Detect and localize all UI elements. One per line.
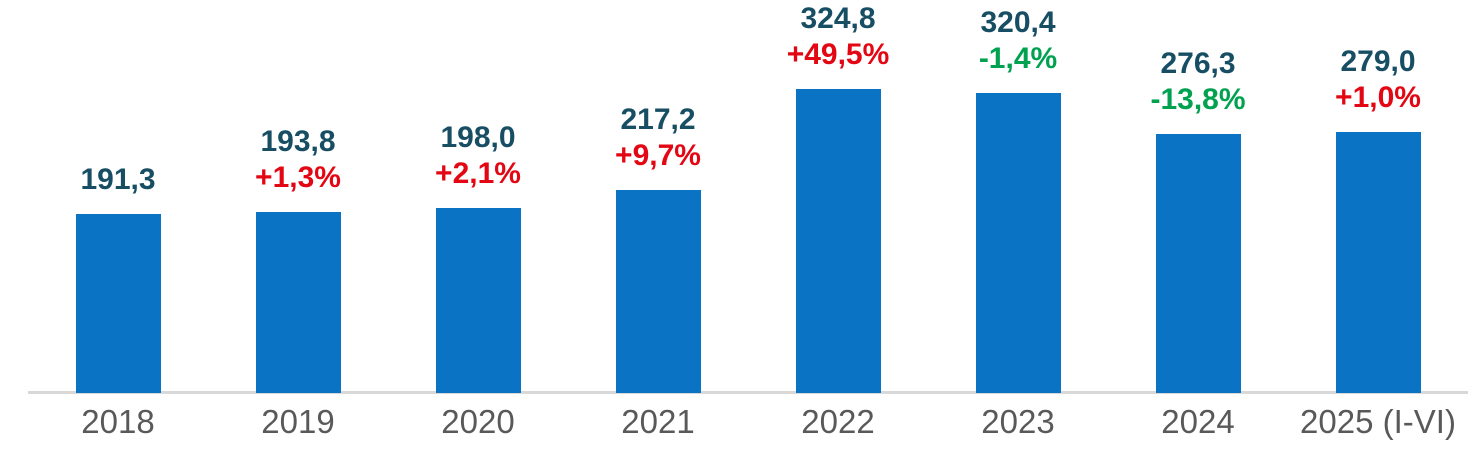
bar xyxy=(255,211,341,393)
bar-group: 276,3 -13,8% xyxy=(1108,0,1288,393)
bar xyxy=(795,89,881,393)
x-axis-line xyxy=(28,391,1468,394)
value-label: 324,8 xyxy=(800,2,876,35)
pct-change-label: +9,7% xyxy=(615,138,701,172)
bar-group: 324,8 +49,5% xyxy=(748,0,928,393)
bar-group: 198,0 +2,1% xyxy=(388,0,568,393)
x-axis-label: 2021 xyxy=(621,403,695,440)
x-axis-label: 2020 xyxy=(441,403,515,440)
value-label: 198,0 xyxy=(440,120,516,154)
bar xyxy=(1155,134,1241,393)
pct-change-label: +2,1% xyxy=(435,156,521,190)
bar xyxy=(75,213,161,393)
bar-group: 320,4 -1,4% xyxy=(928,0,1108,393)
pct-change-label: +1,0% xyxy=(1335,80,1421,114)
value-label: 320,4 xyxy=(980,6,1056,40)
x-axis-label: 2019 xyxy=(261,403,335,440)
x-axis-label: 2025 (I-VI) xyxy=(1300,403,1456,440)
pct-change-label: +49,5% xyxy=(786,38,890,71)
bar xyxy=(975,93,1061,393)
bar-group: 217,2 +9,7% xyxy=(568,0,748,393)
value-label: 191,3 xyxy=(80,162,156,196)
x-axis-label: 2023 xyxy=(981,403,1055,440)
value-label: 193,8 xyxy=(260,124,336,158)
bar-group: 193,8 +1,3% xyxy=(208,0,388,393)
bar-group: 191,3 xyxy=(28,0,208,393)
x-axis-label: 2018 xyxy=(81,403,155,440)
bar xyxy=(435,207,521,393)
bar xyxy=(615,189,701,393)
x-axis-label: 2022 xyxy=(801,403,875,440)
value-label: 279,0 xyxy=(1340,44,1416,78)
pct-change-label: -1,4% xyxy=(978,42,1058,76)
pct-change-label: +1,3% xyxy=(255,160,341,194)
bar xyxy=(1335,131,1421,393)
x-axis-label: 2024 xyxy=(1161,403,1235,440)
value-label: 276,3 xyxy=(1160,47,1236,81)
value-label: 217,2 xyxy=(620,102,696,136)
x-axis-labels-row: 2018 2019 2020 2021 2022 2023 2024 2025 (I-VI) xyxy=(0,400,1476,455)
bar-group: 279,0 +1,0% xyxy=(1288,0,1468,393)
pct-change-label: -13,8% xyxy=(1150,83,1246,117)
